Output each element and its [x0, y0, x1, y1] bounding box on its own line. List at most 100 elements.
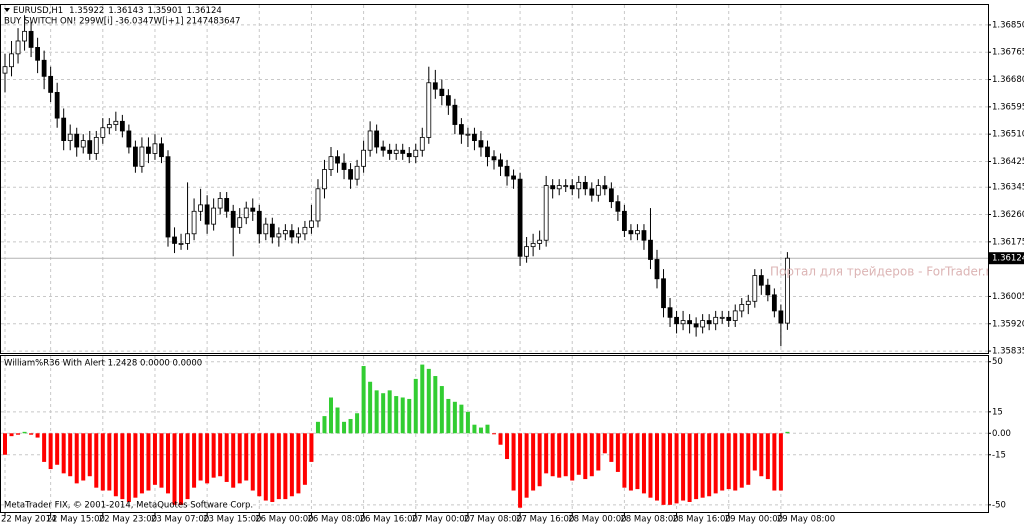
histogram-bar [531, 433, 536, 491]
candle-body [426, 82, 432, 138]
histogram-bar [505, 433, 510, 460]
histogram-bar [29, 433, 34, 435]
histogram-bar [563, 433, 568, 477]
x-tick-label: 27 May 00:00 [412, 515, 470, 525]
indicator-title: William%R36 With Alert 1.2428 0.0000 0.0… [4, 359, 202, 369]
histogram-bar [681, 433, 686, 501]
histogram-bar [146, 433, 151, 491]
candle-body [165, 156, 171, 238]
candle-body [752, 275, 758, 302]
candle-body [687, 320, 692, 325]
candle-body [726, 316, 732, 321]
candle-body [608, 188, 614, 203]
candle-body [269, 223, 275, 238]
histogram-bar [387, 390, 392, 434]
y-tick-label: 1.35920 [992, 319, 1024, 329]
candle-body [452, 104, 458, 125]
histogram-bar [322, 416, 327, 434]
candle-body [335, 156, 340, 164]
candle-body [348, 169, 353, 180]
histogram-bar [420, 364, 425, 434]
chart-subtitle: BUY SWITCH ON! 299W[i] -36.0347W[i+1] 21… [4, 17, 240, 27]
histogram-bar [329, 397, 333, 434]
candle-body [550, 185, 556, 190]
candle-body [152, 143, 158, 154]
histogram-bar [648, 433, 653, 498]
y-tick-label: 1.36260 [992, 210, 1024, 220]
histogram-bar [746, 433, 751, 485]
histogram-bar [218, 433, 223, 477]
candle-body [569, 185, 575, 190]
candle-body [393, 149, 399, 154]
candle-body [765, 284, 771, 296]
candle-body [732, 310, 738, 321]
histogram-bar [498, 433, 503, 445]
symbol: EURUSD,H1 [13, 6, 63, 16]
x-tick-label: 27 May 08:00 [464, 515, 522, 525]
y-tick-label: 1.36005 [992, 292, 1024, 302]
x-tick-label: 29 May 08:00 [777, 515, 835, 525]
last-open: 1.35922 [69, 6, 104, 16]
candle-body [778, 310, 784, 324]
candle-body [648, 239, 653, 260]
candle-body [224, 198, 230, 212]
histogram-bar [668, 433, 673, 505]
candle-body [172, 236, 177, 244]
candle-body [419, 136, 425, 151]
histogram-bar [439, 386, 444, 434]
histogram-bar [55, 433, 60, 465]
histogram-bar [726, 433, 731, 490]
histogram-bar [459, 404, 464, 434]
candle-body [328, 156, 334, 170]
x-tick-label: 28 May 08:00 [620, 515, 678, 525]
candle-body [576, 181, 582, 190]
histogram-bar [635, 433, 640, 490]
histogram-bar [3, 433, 7, 455]
histogram-bar [9, 433, 14, 437]
last-close: 1.36124 [187, 6, 222, 16]
histogram-bar [511, 433, 516, 491]
histogram-bar [100, 433, 105, 491]
candle-body [198, 204, 204, 212]
x-tick-label: 22 May 23:00 [99, 515, 157, 525]
histogram-bar [133, 433, 138, 498]
candle-body [537, 239, 543, 244]
histogram-bar [302, 433, 307, 485]
histogram-bar [544, 433, 549, 474]
histogram-bar [22, 431, 27, 434]
candle-body [641, 230, 647, 241]
histogram-bar [35, 433, 40, 438]
candle-body [719, 316, 725, 319]
histogram-bar [433, 376, 438, 434]
menu-triangle[interactable] [4, 8, 10, 12]
histogram-bar [283, 433, 288, 500]
histogram-bar [485, 424, 490, 434]
histogram-bar [296, 433, 301, 494]
chart-title: EURUSD,H1 1.35922 1.36143 1.35901 1.36124 [13, 6, 222, 16]
histogram-bar [211, 433, 216, 478]
histogram-bar [452, 401, 457, 434]
candle-body [48, 75, 54, 93]
histogram-bar [465, 411, 470, 434]
histogram-bar [87, 433, 92, 477]
histogram-bar [752, 433, 757, 471]
histogram-bar [231, 433, 236, 488]
candle-body [139, 146, 145, 167]
candle-body [263, 223, 269, 235]
histogram-bar [622, 433, 627, 488]
y-tick-label: 1.36345 [992, 183, 1024, 193]
candle-body [289, 230, 295, 238]
histogram-bar [426, 368, 431, 434]
candle-body [771, 294, 777, 312]
histogram-bar [661, 433, 666, 505]
y-tick-label: 50 [992, 357, 1003, 367]
histogram-bar [113, 433, 118, 497]
histogram-bar [615, 433, 620, 472]
candle-body [693, 323, 699, 328]
candle-body [243, 207, 249, 219]
histogram-bar [407, 398, 412, 434]
histogram-bar [309, 433, 314, 462]
histogram-bar [166, 433, 170, 494]
candle-body [582, 181, 588, 190]
y-tick-label: 1.36510 [992, 130, 1024, 140]
